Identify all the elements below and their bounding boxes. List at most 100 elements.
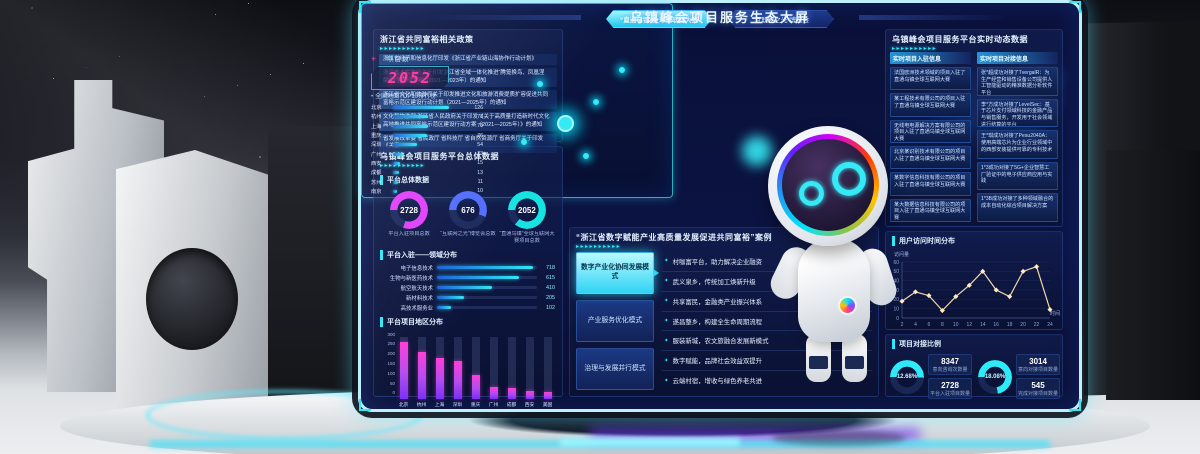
corner-bracket-icon — [1069, 1, 1081, 13]
field-bar-track — [437, 276, 537, 279]
case-tab-column: 数字产业化协同发展模式 产业服务优化模式 治理与发展并行模式 — [576, 252, 659, 390]
policy-list-item: 浙江省经济和信息化厅印发《浙江省产业链山海协作行动计划》 — [379, 54, 557, 66]
realtime-join-item: 无线电电源解决方案有限公司的项目入驻了直通乌镇全球互联网大赛 — [890, 119, 971, 143]
case-tab[interactable]: 数字产业化协同发展模式 — [576, 252, 659, 294]
top10-value: 13 — [477, 169, 483, 176]
region-bar-column: 广州 — [487, 332, 500, 408]
platform-overview-panel: 乌镇峰会项目服务平台总体数据 ▸▸▸▸▸▸▸▸▸▸ 平台总体数据 2728 平台入… — [373, 146, 563, 408]
case-item-text: 遂昌整乡，构建全生命周期流程 — [672, 318, 763, 326]
policy-panel-title: 浙江省共同富裕相关政策 — [380, 35, 474, 44]
map-glow-dot — [537, 81, 543, 87]
region-bar — [453, 361, 462, 399]
field-bar-label: 高技术服务业 — [400, 305, 433, 312]
top10-bar — [393, 152, 404, 156]
region-bar-label: 杭州 — [416, 402, 427, 408]
stat-value: 8347 — [941, 356, 959, 366]
stat-box: 8347 意向咨询次数量 — [928, 354, 973, 375]
realtime-match-column: 实时项目对接信息 张*超成功对接了TvergalR：为生产经营和销售设备公司提供… — [977, 52, 1058, 222]
project-count-value: 2052 — [387, 69, 433, 87]
robot-body — [798, 238, 870, 342]
ratio-gauge-value: 18.08% — [984, 373, 1006, 380]
top10-row: 南京 10 — [371, 187, 483, 196]
top10-row: 广州 23 — [371, 149, 483, 158]
region-bar — [417, 352, 426, 399]
gauge-label: “互联网之光”博览会总数 — [440, 231, 496, 237]
donut-gauge: 2052 — [507, 191, 546, 229]
realtime-join-item: 某大数据信息科技有限公司的项目入驻了直通乌镇全球互联网大赛 — [890, 198, 971, 222]
robot-chest-badge-icon — [838, 296, 857, 315]
case-list-item: ✦ 数字赋能，品牌社会效益双提升 — [662, 351, 872, 372]
ratio-gauge-ring — [890, 359, 924, 394]
corner-bracket-icon — [359, 1, 371, 13]
svg-text:16: 16 — [993, 322, 999, 328]
donut-gauge: 676 — [448, 191, 487, 229]
field-bar-row: 电子信息技术 718 — [374, 263, 562, 273]
contest-tab[interactable]: “互联网之光”博览会 — [728, 10, 834, 28]
realtime-match-header: 实时项目对接信息 — [977, 52, 1058, 64]
svg-text:40: 40 — [893, 278, 899, 284]
case-item-text: 数字赋能，品牌社会效益双提升 — [672, 358, 763, 366]
case-tab[interactable]: 产业服务优化模式 — [576, 300, 654, 342]
field-bar-track — [437, 306, 537, 309]
region-bar-label: 深圳 — [452, 402, 463, 408]
case-list-item: ✦ 村咖富平台，助力解决企业融资 — [662, 252, 872, 272]
svg-text:24: 24 — [1047, 322, 1053, 328]
realtime-match-item: 王*琪成功对接了Pesu2040A：使用高端芯片为企业行业领域中的西部安装提供可… — [977, 130, 1058, 159]
top10-bar — [393, 115, 428, 119]
field-bar-label: 生物与新医药技术 — [389, 275, 433, 282]
stat-value: 3014 — [1029, 356, 1047, 366]
region-ytick: 250 — [387, 341, 395, 347]
svg-text:12: 12 — [966, 322, 972, 328]
contest-tab[interactable]: “直通乌镇”全球互联网大赛 — [606, 10, 712, 28]
ratio-gauge: 18.08% — [978, 359, 1013, 394]
realtime-join-header: 实时项目入驻信息 — [890, 52, 971, 64]
region-bar — [471, 374, 480, 399]
robot-boot — [809, 356, 828, 369]
ratio-group: 18.08% 3014 意向对接项目数量 545 完成对接项目数量 — [978, 354, 1061, 399]
region-ytick: 300 — [387, 331, 395, 337]
top10-row: 成都 13 — [371, 168, 483, 177]
top10-row: 西安 15 — [371, 159, 483, 168]
region-bar-label: 广州 — [488, 402, 499, 408]
svg-text:20: 20 — [1020, 322, 1026, 328]
region-bar-track — [399, 336, 408, 399]
donut-value: 2728 — [400, 205, 418, 215]
case-list: ✦ 村咖富平台，助力解决企业融资 ✦ 武义泉乡，传统加工焕新升级 ✦ 共享富民，金融类产业… — [662, 252, 872, 390]
project-count-text: 项目数 — [387, 56, 410, 63]
top10-city: 北京 — [371, 105, 382, 112]
top10-bar — [393, 161, 400, 165]
field-bar-label: 航空航天技术 — [400, 285, 433, 292]
field-distribution-chart: 电子信息技术 718 生物与新医药技术 615 航空航天技术 410 新材料技术 205 高技术… — [374, 263, 562, 313]
top10-bar — [393, 189, 398, 193]
contest-tab-row: “直通乌镇”全球互联网大赛 “互联网之光”博览会 — [361, 10, 1079, 28]
region-bar-column: 重庆 — [469, 332, 482, 408]
svg-text:10: 10 — [953, 322, 959, 328]
case-list-item: ✦ 武义泉乡，传统加工焕新升级 — [662, 272, 872, 292]
map-glow-behind-robot — [742, 136, 772, 166]
svg-text:18: 18 — [1007, 322, 1013, 328]
field-bar-track — [437, 286, 537, 289]
field-bar-label: 电子信息技术 — [400, 265, 433, 272]
case-tab[interactable]: 治理与发展并行模式 — [576, 348, 654, 390]
region-bar-track — [507, 336, 516, 399]
region-ytick: 150 — [387, 360, 395, 366]
diamond-bullet-icon: ✦ — [664, 357, 669, 364]
region-bar-track — [417, 336, 426, 399]
backdrop-slab-left — [268, 126, 374, 402]
stat-box: 3014 意向对接项目数量 — [1016, 354, 1061, 375]
top10-value: 10 — [477, 188, 483, 195]
region-bar-column: 北京 — [397, 332, 410, 408]
region-ytick: 0 — [392, 390, 395, 396]
field-bar-value: 615 — [546, 274, 555, 281]
field-bar-fill — [437, 286, 492, 289]
top10-value: 78 — [477, 113, 483, 120]
region-ytick: 200 — [387, 351, 395, 357]
top10-city: 上海 — [371, 123, 382, 130]
realtime-join-item: 北京某识别技术有限公司的项目入驻了直通乌镇全球互联网大赛 — [890, 145, 971, 170]
region-bar-track — [543, 336, 552, 399]
top10-bar — [393, 180, 398, 184]
case-item-text: 村咖富平台，助力解决企业融资 — [672, 258, 763, 266]
region-distribution-chart: 300 250 200 150 100 50 0 北京 杭州 上海 深圳 重庆 广州 成都 西安 美国 — [374, 330, 562, 408]
svg-text:0: 0 — [896, 316, 899, 322]
